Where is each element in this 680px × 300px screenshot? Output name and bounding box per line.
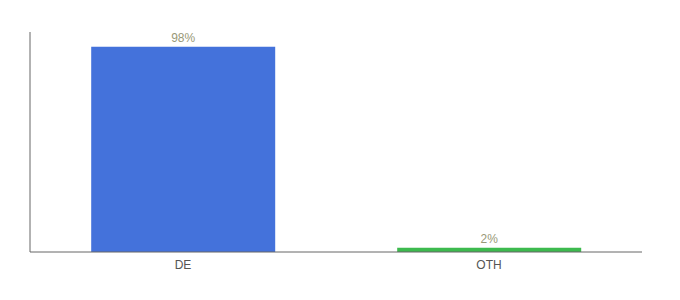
svg-text:98%: 98%: [171, 31, 195, 45]
svg-text:OTH: OTH: [476, 258, 501, 272]
svg-text:2%: 2%: [481, 232, 499, 246]
svg-text:DE: DE: [175, 258, 192, 272]
